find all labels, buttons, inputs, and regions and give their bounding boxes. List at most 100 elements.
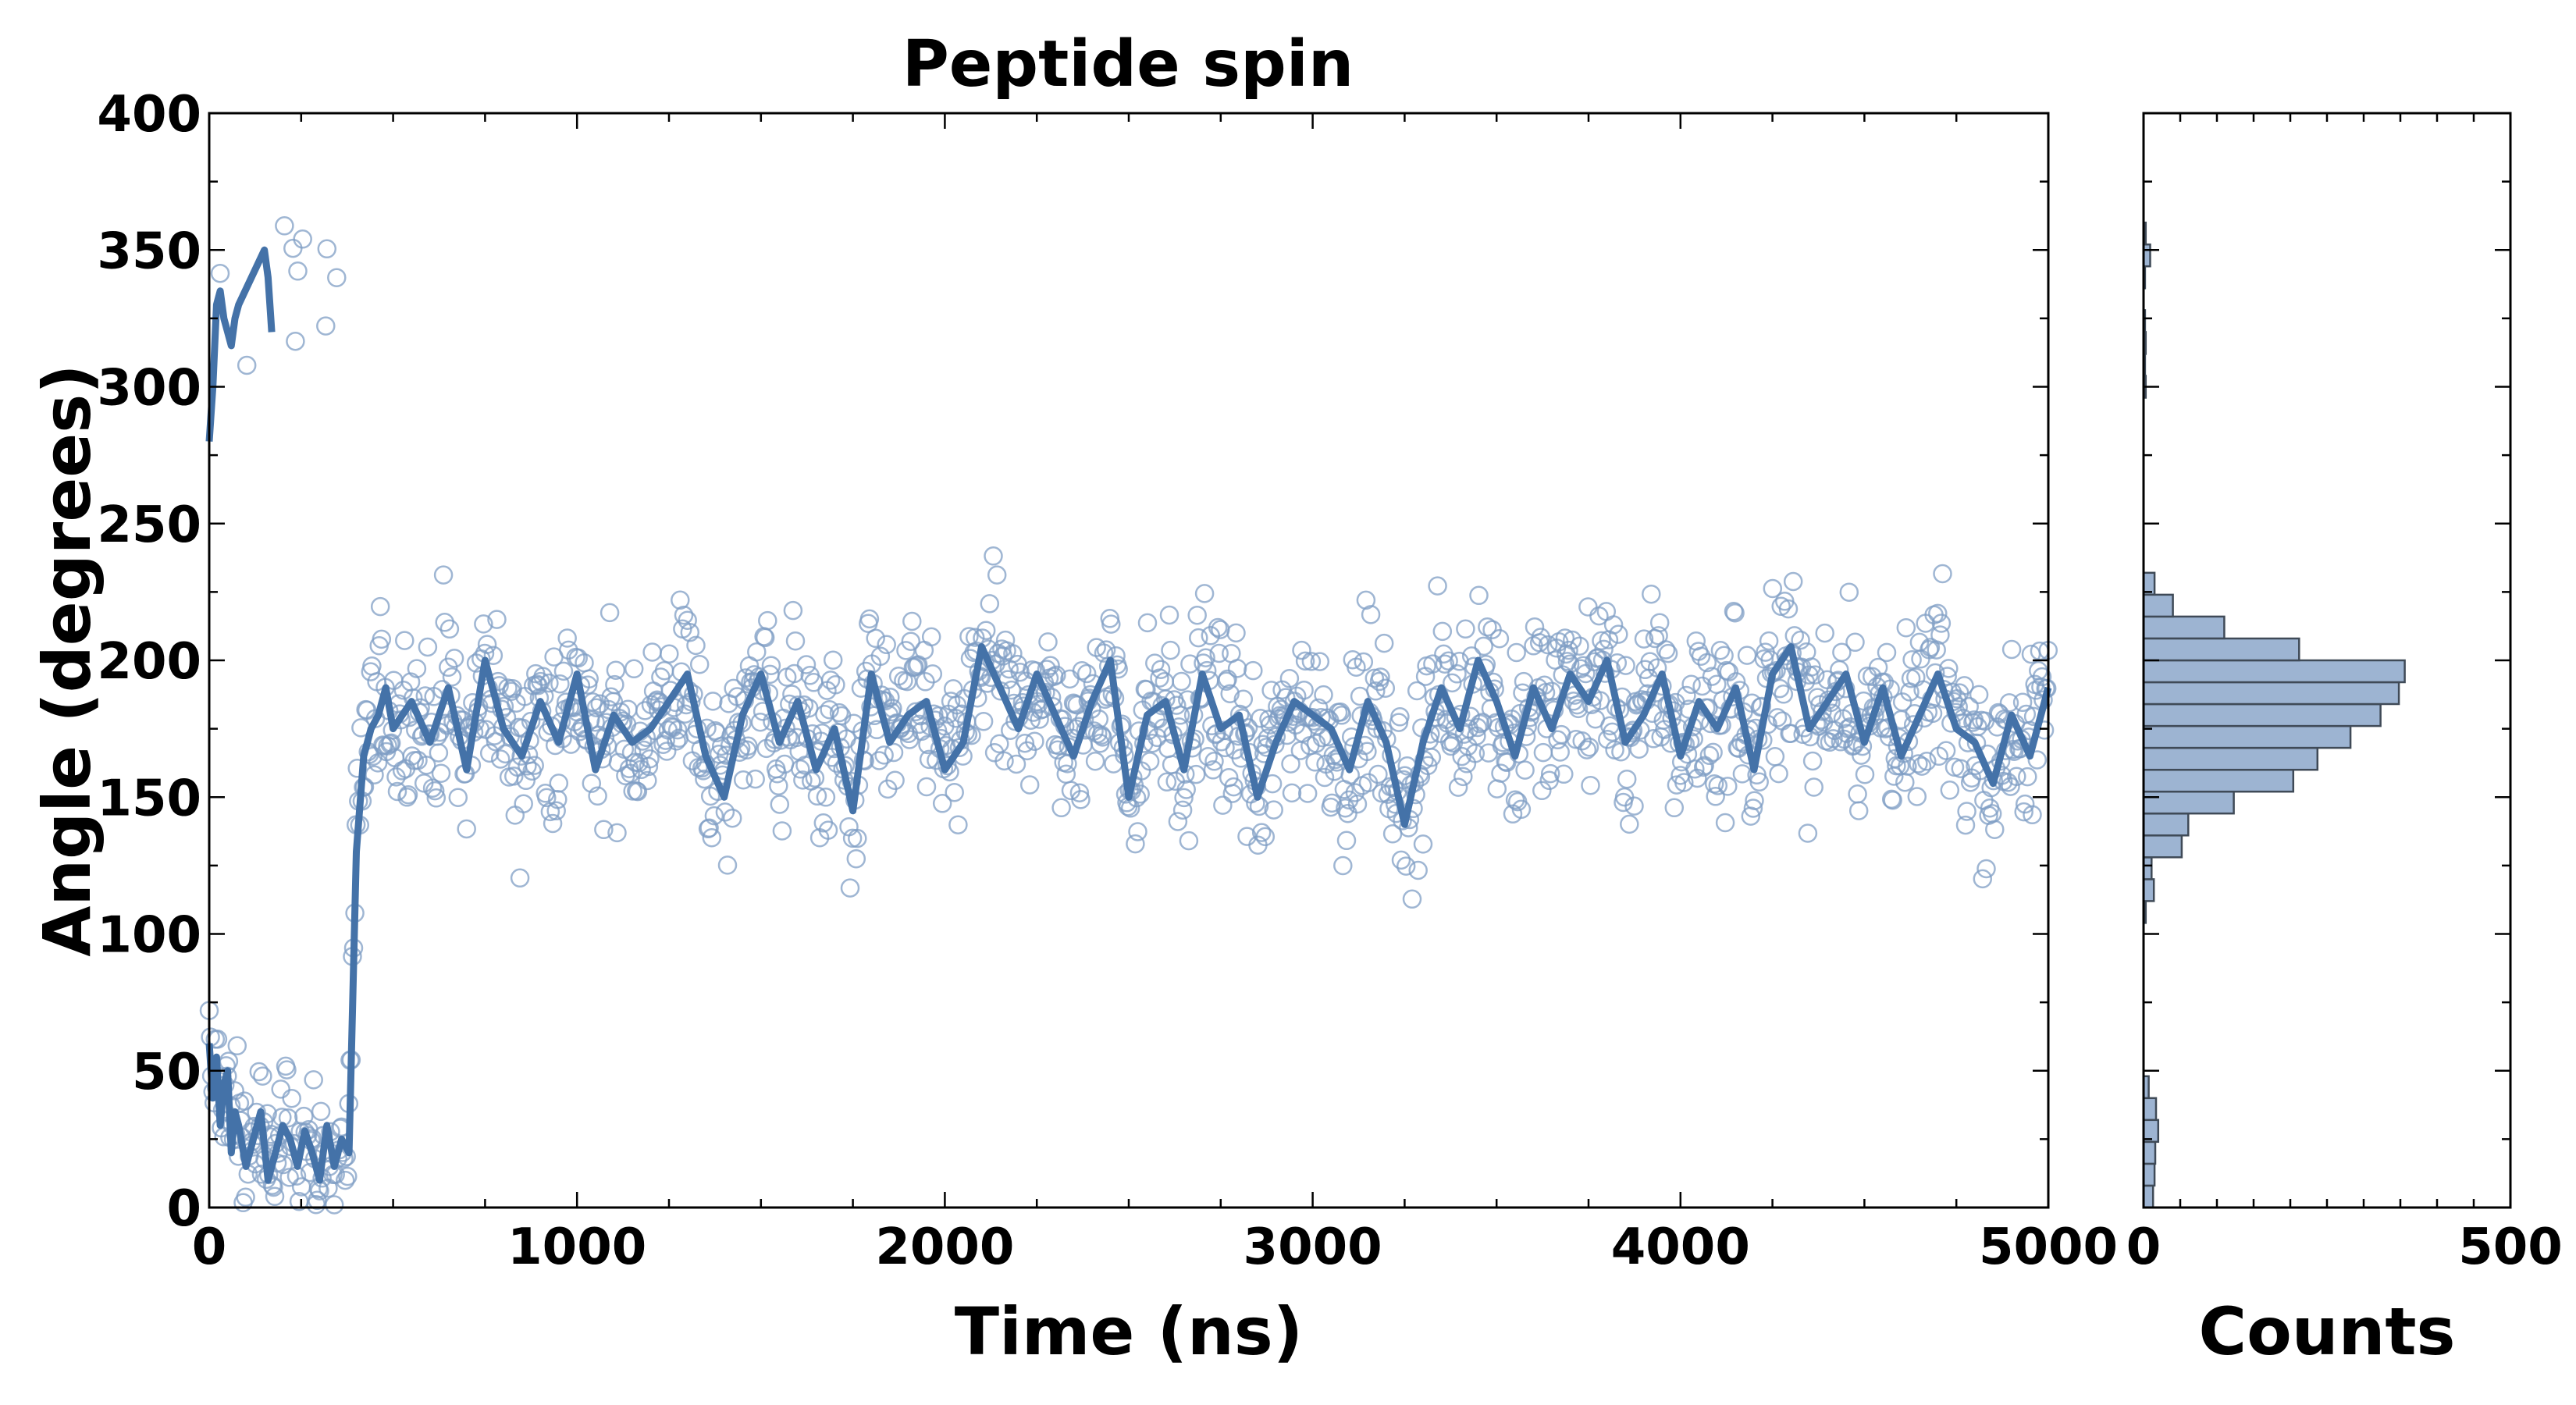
- scatter-point: [474, 614, 493, 634]
- scatter-point: [210, 263, 230, 283]
- scatter-point: [265, 1186, 285, 1207]
- scatter-point: [990, 734, 1009, 754]
- scatter-point: [1572, 731, 1592, 751]
- scatter-point: [807, 786, 827, 806]
- scatter-point: [1778, 599, 1799, 619]
- scatter-point: [2032, 667, 2052, 687]
- scatter-point: [496, 744, 515, 764]
- scatter-point: [870, 751, 889, 770]
- scatter-point: [702, 827, 722, 848]
- scatter-point: [724, 678, 743, 699]
- scatter-point: [365, 765, 384, 784]
- scatter-point: [1724, 602, 1744, 621]
- scatter-point: [848, 828, 867, 848]
- scatter-point: [1218, 669, 1237, 689]
- scatter-point: [1990, 704, 2009, 724]
- scatter-point: [1094, 643, 1114, 663]
- scatter-point: [1535, 675, 1554, 695]
- scatter-point: [1374, 633, 1394, 653]
- scatter-point: [642, 642, 662, 662]
- scatter-point: [984, 546, 1003, 566]
- scatter-point: [444, 649, 464, 668]
- scatter-point: [1336, 831, 1357, 851]
- scatter-point: [1408, 860, 1428, 880]
- scatter-point: [557, 628, 577, 648]
- scatter-point: [1161, 640, 1180, 660]
- scatter-point: [1715, 813, 1735, 833]
- histogram-bar: [2142, 813, 2190, 837]
- scatter-point: [1076, 663, 1097, 684]
- scatter-point: [1101, 614, 1121, 634]
- scatter-point: [1448, 777, 1468, 797]
- scatter-point: [1301, 652, 1322, 671]
- scatter-point: [442, 667, 462, 687]
- early-wrapped-series: [205, 246, 276, 442]
- histogram-bar: [2142, 834, 2183, 859]
- scatter-point: [782, 685, 802, 704]
- scatter-point: [1104, 754, 1123, 774]
- running-average-series: [205, 643, 2052, 1184]
- scatter-point: [1189, 628, 1208, 648]
- scatter-point: [253, 1066, 272, 1086]
- scatter-point: [1820, 732, 1840, 752]
- scatter-point: [1769, 763, 1788, 784]
- scatter-point: [1402, 889, 1422, 909]
- scatter-point: [418, 637, 438, 657]
- scatter-point: [1208, 617, 1228, 638]
- scatter-point: [945, 782, 964, 802]
- scatter-point: [1209, 643, 1229, 663]
- scatter-point: [277, 1060, 297, 1080]
- y-tick-labels: 0 50 100 150 200 250 300 350 400: [97, 86, 201, 1238]
- scatter-point: [1474, 636, 1493, 656]
- scatter-point: [1907, 787, 1927, 806]
- scatter-point: [1845, 632, 1865, 653]
- scatter-point: [976, 621, 996, 640]
- histogram-bar: [2142, 1140, 2157, 1165]
- scatter-point: [1759, 631, 1779, 651]
- scatter-point: [431, 763, 451, 783]
- scatter-point: [1538, 635, 1558, 655]
- scatter-point: [628, 781, 648, 802]
- scatter-point: [1898, 756, 1917, 776]
- histogram-x-tick-label: 500: [2458, 1218, 2563, 1276]
- scatter-point: [1203, 760, 1223, 780]
- scatter-point: [1276, 688, 1296, 707]
- scatter-point: [840, 878, 860, 898]
- scatter-point: [426, 788, 447, 808]
- scatter-point: [902, 611, 922, 631]
- scatter-point: [1487, 779, 1507, 799]
- scatter-point: [973, 711, 994, 731]
- scatter-point: [606, 660, 626, 680]
- scatter-point: [271, 1080, 290, 1099]
- scatter-point: [674, 605, 694, 625]
- scatter-point: [885, 770, 905, 791]
- scatter-point: [1017, 741, 1037, 761]
- scatter-point: [881, 687, 900, 707]
- scatter-point: [1006, 754, 1026, 774]
- scatter-point: [1805, 665, 1825, 685]
- scatter-point: [704, 806, 724, 826]
- scatter-point: [1368, 764, 1388, 784]
- scatter-point: [1151, 660, 1171, 679]
- scatter-point: [279, 1168, 299, 1187]
- main-ticks: [208, 112, 2050, 1209]
- x-tick-labels: 0 1000 2000 3000 4000 5000: [192, 1218, 2118, 1276]
- scatter-point: [1930, 625, 1950, 645]
- scatter-point: [1955, 815, 1976, 835]
- scatter-point: [372, 629, 392, 649]
- scatter-point: [1781, 724, 1801, 743]
- scatter-point: [504, 767, 524, 786]
- scatter-point: [785, 663, 804, 684]
- scatter-point: [294, 1106, 314, 1126]
- scatter-point: [1742, 693, 1762, 713]
- scatter-point: [425, 781, 445, 801]
- scatter-point: [1609, 624, 1628, 644]
- scatter-point: [1072, 661, 1092, 681]
- scatter-point: [948, 815, 968, 834]
- scatter-point: [706, 723, 727, 743]
- scatter-point: [1468, 717, 1488, 738]
- scatter-point: [1617, 769, 1637, 789]
- scatter-point: [514, 794, 533, 813]
- scatter-point: [1435, 654, 1455, 674]
